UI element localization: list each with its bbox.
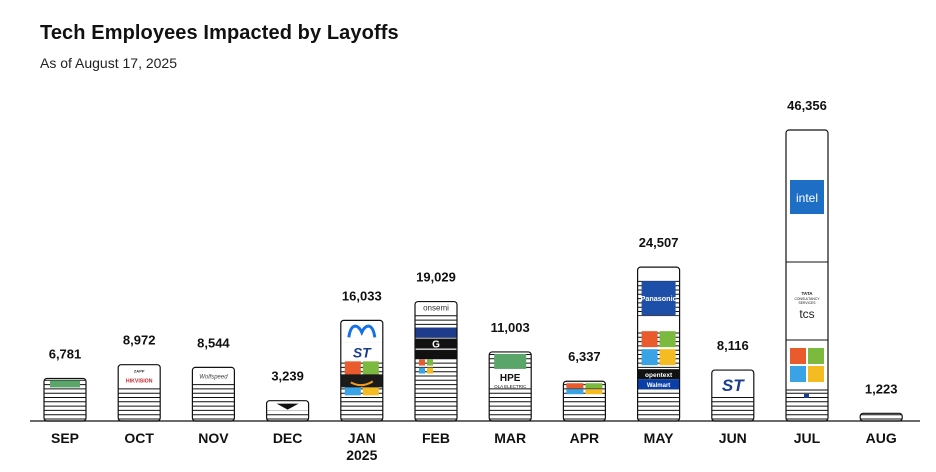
svg-text:TATA: TATA — [802, 291, 814, 296]
bar-nov: Wolfspeed — [191, 366, 235, 422]
svg-text:onsemi: onsemi — [423, 304, 449, 313]
tick-label-jul: JUL — [794, 430, 821, 446]
value-label-mar: 11,003 — [491, 320, 530, 335]
chart-title: Tech Employees Impacted by Layoffs — [40, 22, 399, 44]
value-label-jun: 8,116 — [717, 338, 749, 353]
bar-aug — [859, 412, 903, 422]
svg-text:ZAPP: ZAPP — [134, 369, 145, 374]
tick-sublabel-jan: 2025 — [346, 447, 377, 463]
bar-apr — [562, 380, 607, 422]
svg-text:tcs: tcs — [799, 307, 814, 321]
svg-text:HIKVISION: HIKVISION — [126, 379, 153, 385]
bar-may: Panasonic opentext Walmart — [636, 266, 681, 422]
tick-label-sep: SEP — [51, 430, 79, 446]
bar-jan: ST — [340, 319, 384, 422]
bar-feb: onsemi G — [414, 300, 458, 422]
tick-label-feb: FEB — [422, 430, 450, 446]
svg-text:CONSULTANCY: CONSULTANCY — [794, 297, 820, 301]
svg-text:intel: intel — [796, 191, 818, 205]
chart-subtitle: As of August 17, 2025 — [40, 55, 177, 71]
tick-label-nov: NOV — [198, 430, 229, 446]
value-label-may: 24,507 — [639, 235, 679, 250]
svg-text:G: G — [432, 340, 440, 351]
tick-label-apr: APR — [570, 430, 600, 446]
svg-text:SERVICES: SERVICES — [798, 301, 816, 305]
svg-text:OLA ELECTRIC: OLA ELECTRIC — [494, 384, 527, 389]
bar-jun: ST — [711, 369, 755, 422]
value-label-dec: 3,239 — [271, 369, 304, 384]
tick-label-aug: AUG — [866, 430, 897, 446]
svg-text:Walmart: Walmart — [647, 383, 670, 389]
tick-label-jan: JAN — [348, 430, 376, 446]
bar-oct: ZAPP HIKVISION — [117, 364, 161, 422]
svg-text:opentext: opentext — [645, 372, 673, 379]
value-label-sep: 6,781 — [49, 346, 82, 361]
value-label-feb: 19,029 — [416, 270, 456, 285]
svg-text:Wolfspeed: Wolfspeed — [199, 374, 228, 380]
svg-text:ST: ST — [722, 376, 745, 395]
tick-label-may: MAY — [644, 430, 674, 446]
svg-text:Panasonic: Panasonic — [641, 294, 677, 303]
svg-text:HPE: HPE — [500, 373, 521, 384]
bar-dec — [266, 400, 310, 422]
tick-label-oct: OCT — [124, 430, 154, 446]
tick-label-jun: JUN — [719, 430, 747, 446]
tick-label-dec: DEC — [273, 430, 303, 446]
bar-sep — [43, 377, 87, 422]
tick-label-mar: MAR — [494, 430, 526, 446]
value-label-aug: 1,223 — [865, 381, 898, 396]
value-label-jul: 46,356 — [787, 98, 827, 113]
value-label-jan: 16,033 — [342, 288, 382, 303]
value-label-oct: 8,972 — [123, 333, 156, 348]
value-label-apr: 6,337 — [568, 349, 601, 364]
svg-text:ST: ST — [353, 344, 372, 360]
value-label-nov: 8,544 — [197, 335, 230, 350]
